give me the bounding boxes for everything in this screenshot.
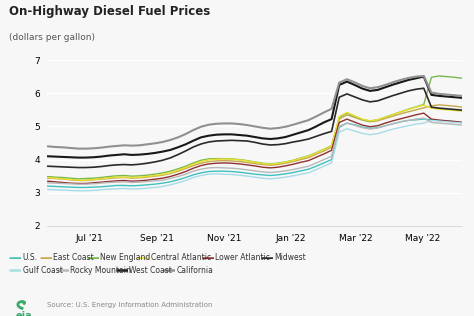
Text: East Coast: East Coast — [53, 253, 94, 262]
Text: West Coast: West Coast — [129, 266, 172, 275]
Text: Lower Atlantic: Lower Atlantic — [215, 253, 270, 262]
Text: Rocky Mountain: Rocky Mountain — [70, 266, 131, 275]
Text: On-Highway Diesel Fuel Prices: On-Highway Diesel Fuel Prices — [9, 5, 211, 18]
Text: Gulf Coast: Gulf Coast — [23, 266, 63, 275]
Text: Midwest: Midwest — [274, 253, 306, 262]
Text: New England: New England — [100, 253, 151, 262]
Text: eia: eia — [15, 311, 32, 316]
Text: California: California — [176, 266, 213, 275]
Text: U.S.: U.S. — [23, 253, 38, 262]
Text: Source: U.S. Energy Information Administration: Source: U.S. Energy Information Administ… — [47, 302, 213, 308]
Text: Central Atlantic: Central Atlantic — [151, 253, 211, 262]
Text: (dollars per gallon): (dollars per gallon) — [9, 33, 95, 42]
